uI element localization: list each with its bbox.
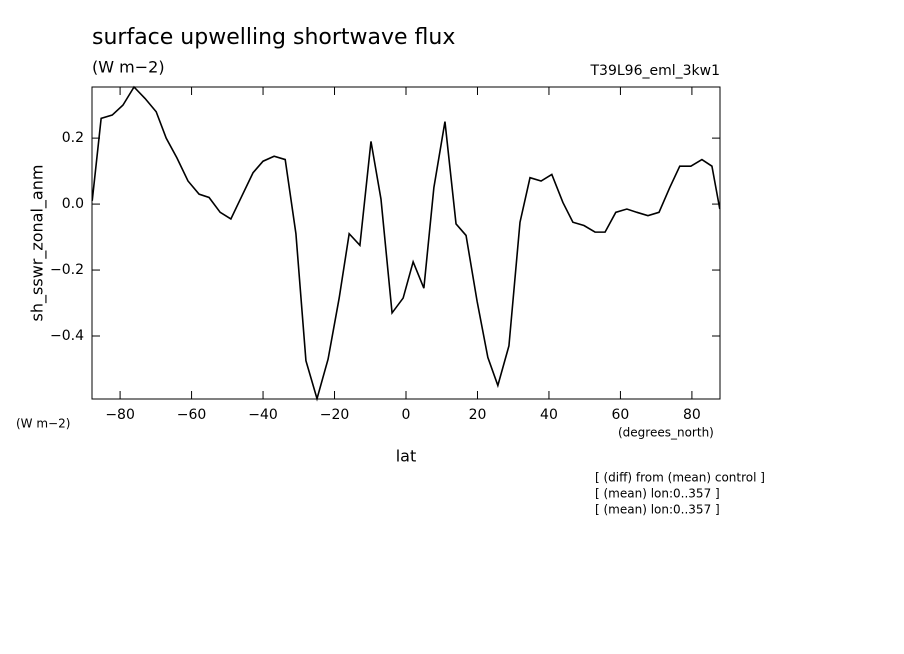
- data-line: [91, 85, 721, 402]
- x-tick-label: 40: [540, 407, 558, 423]
- chart-title: surface upwelling shortwave flux: [92, 25, 455, 50]
- y-tick-label: −0.4: [50, 328, 84, 344]
- dataset-label: T39L96_eml_3kw1: [590, 63, 721, 79]
- note: [ (diff) from (mean) control ]: [595, 471, 765, 485]
- x-units: (degrees_north): [618, 426, 714, 440]
- x-tick-label: −60: [177, 407, 207, 423]
- y-axis-label: sh_sswr_zonal_anm: [28, 165, 48, 322]
- note: [ (mean) lon:0..357 ]: [595, 503, 720, 517]
- y-tick-label: −0.2: [50, 262, 84, 278]
- x-tick-label: 20: [469, 407, 487, 423]
- y-tick-label: 0.2: [62, 130, 84, 146]
- x-tick-label: 60: [612, 407, 630, 423]
- y-units: (W m−2): [16, 417, 70, 431]
- x-axis-label: lat: [396, 447, 417, 466]
- y-tick-label: 0.0: [62, 196, 84, 212]
- x-tick-label: 80: [683, 407, 701, 423]
- x-tick-label: 0: [402, 407, 411, 423]
- plot-frame: [91, 86, 721, 400]
- chart-subtitle: (W m−2): [92, 58, 165, 77]
- note: [ (mean) lon:0..357 ]: [595, 487, 720, 501]
- x-tick-label: −40: [248, 407, 278, 423]
- x-tick-label: −20: [320, 407, 350, 423]
- x-tick-label: −80: [105, 407, 135, 423]
